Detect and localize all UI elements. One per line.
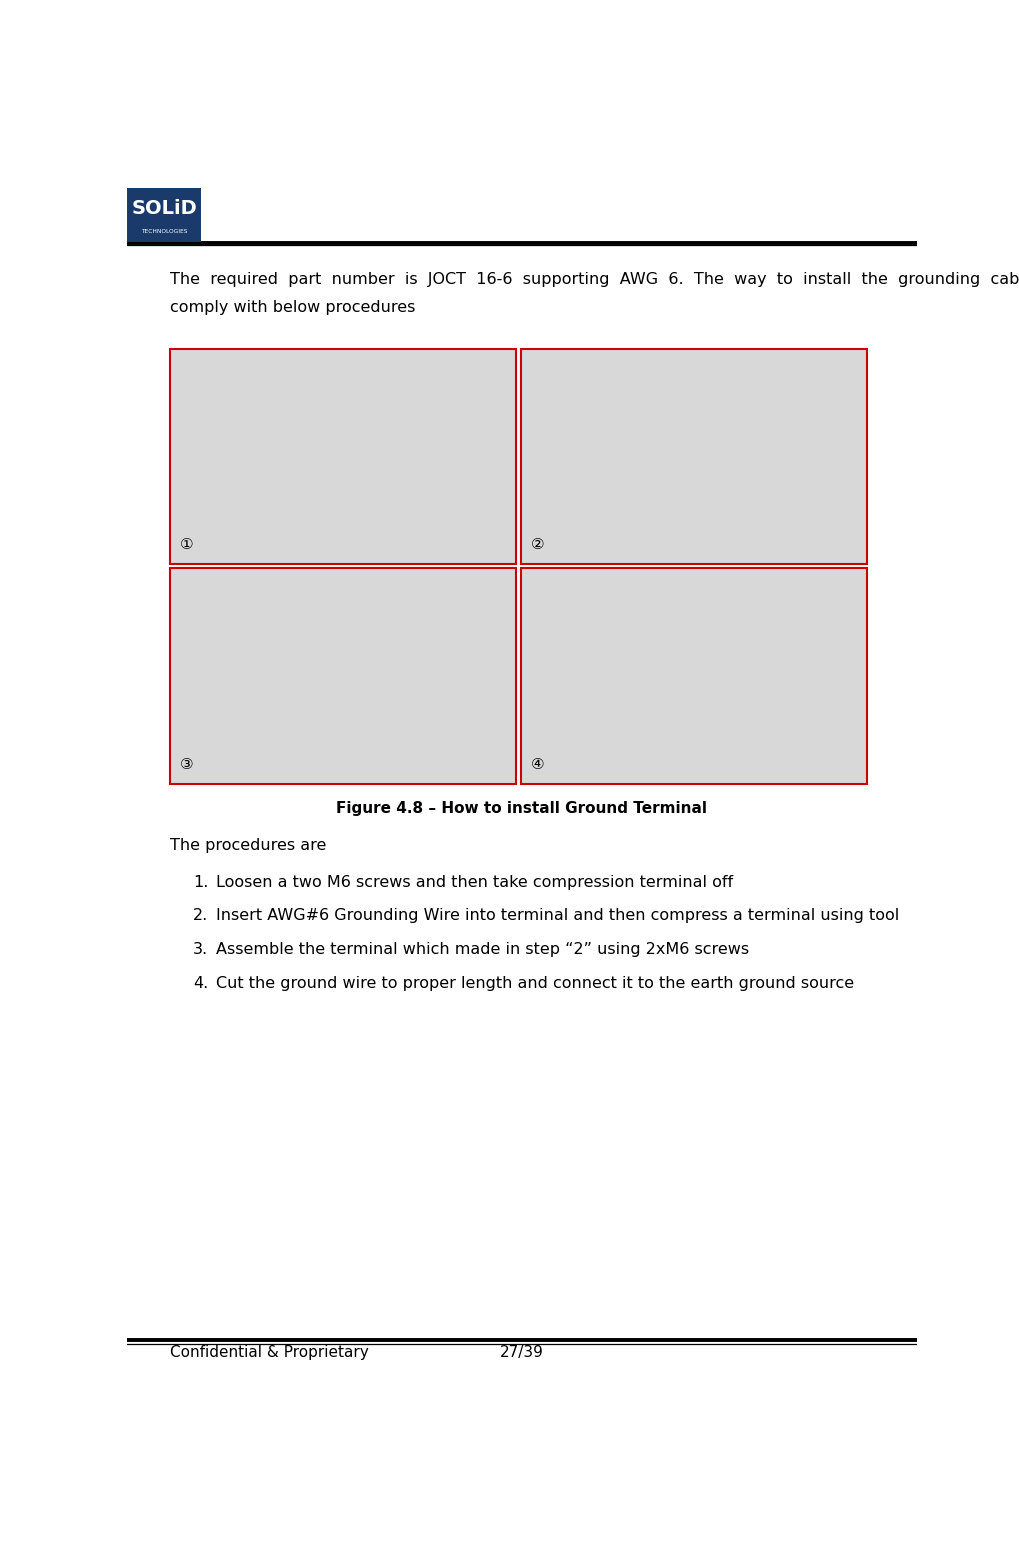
Text: ②: ② (531, 538, 544, 552)
Text: Cut the ground wire to proper length and connect it to the earth ground source: Cut the ground wire to proper length and… (216, 976, 855, 992)
Text: The  required  part  number  is  JOCT  16-6  supporting  AWG  6.  The  way  to  : The required part number is JOCT 16-6 su… (170, 272, 1019, 286)
Text: ③: ③ (180, 757, 194, 773)
FancyBboxPatch shape (521, 568, 867, 784)
Text: 1.: 1. (194, 874, 209, 890)
Text: 4.: 4. (194, 976, 209, 992)
FancyBboxPatch shape (170, 349, 516, 565)
Text: Figure 4.8 – How to install Ground Terminal: Figure 4.8 – How to install Ground Termi… (336, 801, 707, 815)
Text: 27/39: 27/39 (500, 1345, 544, 1359)
FancyBboxPatch shape (521, 349, 867, 565)
Text: Assemble the terminal which made in step “2” using 2xM6 screws: Assemble the terminal which made in step… (216, 942, 750, 957)
Text: 3.: 3. (194, 942, 208, 957)
Text: 2.: 2. (194, 909, 209, 923)
Text: comply with below procedures: comply with below procedures (170, 300, 416, 314)
FancyBboxPatch shape (127, 188, 201, 241)
Text: Loosen a two M6 screws and then take compression terminal off: Loosen a two M6 screws and then take com… (216, 874, 734, 890)
Text: TECHNOLOGIES: TECHNOLOGIES (141, 230, 187, 235)
Text: Insert AWG#6 Grounding Wire into terminal and then compress a terminal using too: Insert AWG#6 Grounding Wire into termina… (216, 909, 900, 923)
FancyBboxPatch shape (170, 568, 516, 784)
Text: ④: ④ (531, 757, 544, 773)
Text: The procedures are: The procedures are (170, 838, 326, 852)
Text: Confidential & Proprietary: Confidential & Proprietary (170, 1345, 369, 1359)
Text: SOLiD: SOLiD (131, 199, 197, 217)
Text: ①: ① (180, 538, 194, 552)
